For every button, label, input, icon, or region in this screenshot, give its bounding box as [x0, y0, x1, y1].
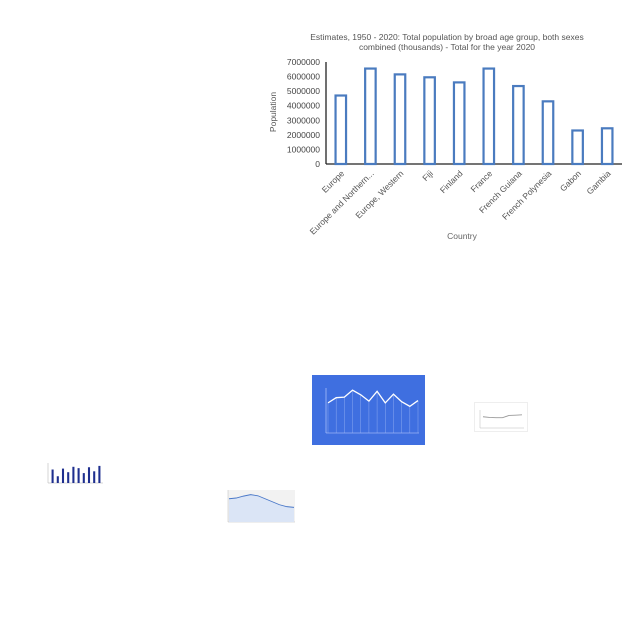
thumbnail-blue-background [312, 375, 425, 445]
thumbnail-blue-series-line [327, 389, 419, 408]
y-tick-label: 3000000 [287, 115, 320, 125]
y-tick-label: 5000000 [287, 86, 320, 96]
chart-title-line2: combined (thousands) - Total for the yea… [359, 42, 535, 52]
thumbnail-grey-line-chart [474, 402, 528, 432]
x-tick-label: Gabon [558, 168, 583, 193]
y-tick-label: 1000000 [287, 144, 320, 154]
bar [393, 73, 407, 166]
y-tick-label: 7000000 [287, 57, 320, 67]
thumbnail-blue-line-chart [312, 375, 425, 445]
thumbnail-area-series-line [228, 494, 295, 508]
y-tick-label: 4000000 [287, 101, 320, 111]
bar [571, 129, 584, 166]
bar [423, 76, 436, 166]
x-tick-label: Finland [438, 168, 465, 195]
thumbnail-area-fill [229, 494, 294, 522]
y-tick-label: 2000000 [287, 130, 320, 140]
x-tick-label: Europe [320, 168, 347, 195]
thumbnail-dark-bar [87, 467, 91, 483]
bar [364, 67, 377, 166]
x-tick-label: Fiji [420, 168, 435, 183]
thumbnail-grey-series-line [482, 414, 523, 419]
thumbnail-dark-bar [67, 472, 70, 483]
thumbnail-dark-bar [51, 469, 54, 483]
thumbnail-dark-bar [56, 476, 59, 483]
thumbnail-dark-bar [82, 473, 85, 483]
thumbnail-dark-bar-chart [47, 463, 103, 484]
thumbnail-grey-frame [474, 402, 528, 432]
chart-title-line1: Estimates, 1950 - 2020: Total population… [310, 32, 583, 42]
y-tick-label: 0 [315, 159, 320, 169]
bar [482, 67, 496, 166]
x-tick-label: Gambia [584, 168, 612, 196]
bar [541, 100, 555, 166]
thumbnail-dark-bar [77, 468, 80, 483]
bar [334, 94, 348, 166]
bar [600, 127, 614, 166]
bar [512, 84, 525, 166]
thumbnail-dark-bar [61, 468, 65, 483]
y-axis-label: Population [268, 92, 278, 132]
thumbnail-dark-bar [98, 465, 101, 483]
x-axis-label: Country [447, 231, 478, 241]
bar [452, 81, 466, 166]
thumbnail-dark-bar [93, 471, 96, 483]
x-tick-label: France [468, 168, 494, 194]
thumbnail-area-chart [227, 490, 295, 523]
thumbnail-dark-bar [72, 466, 75, 483]
y-tick-label: 6000000 [287, 72, 320, 82]
